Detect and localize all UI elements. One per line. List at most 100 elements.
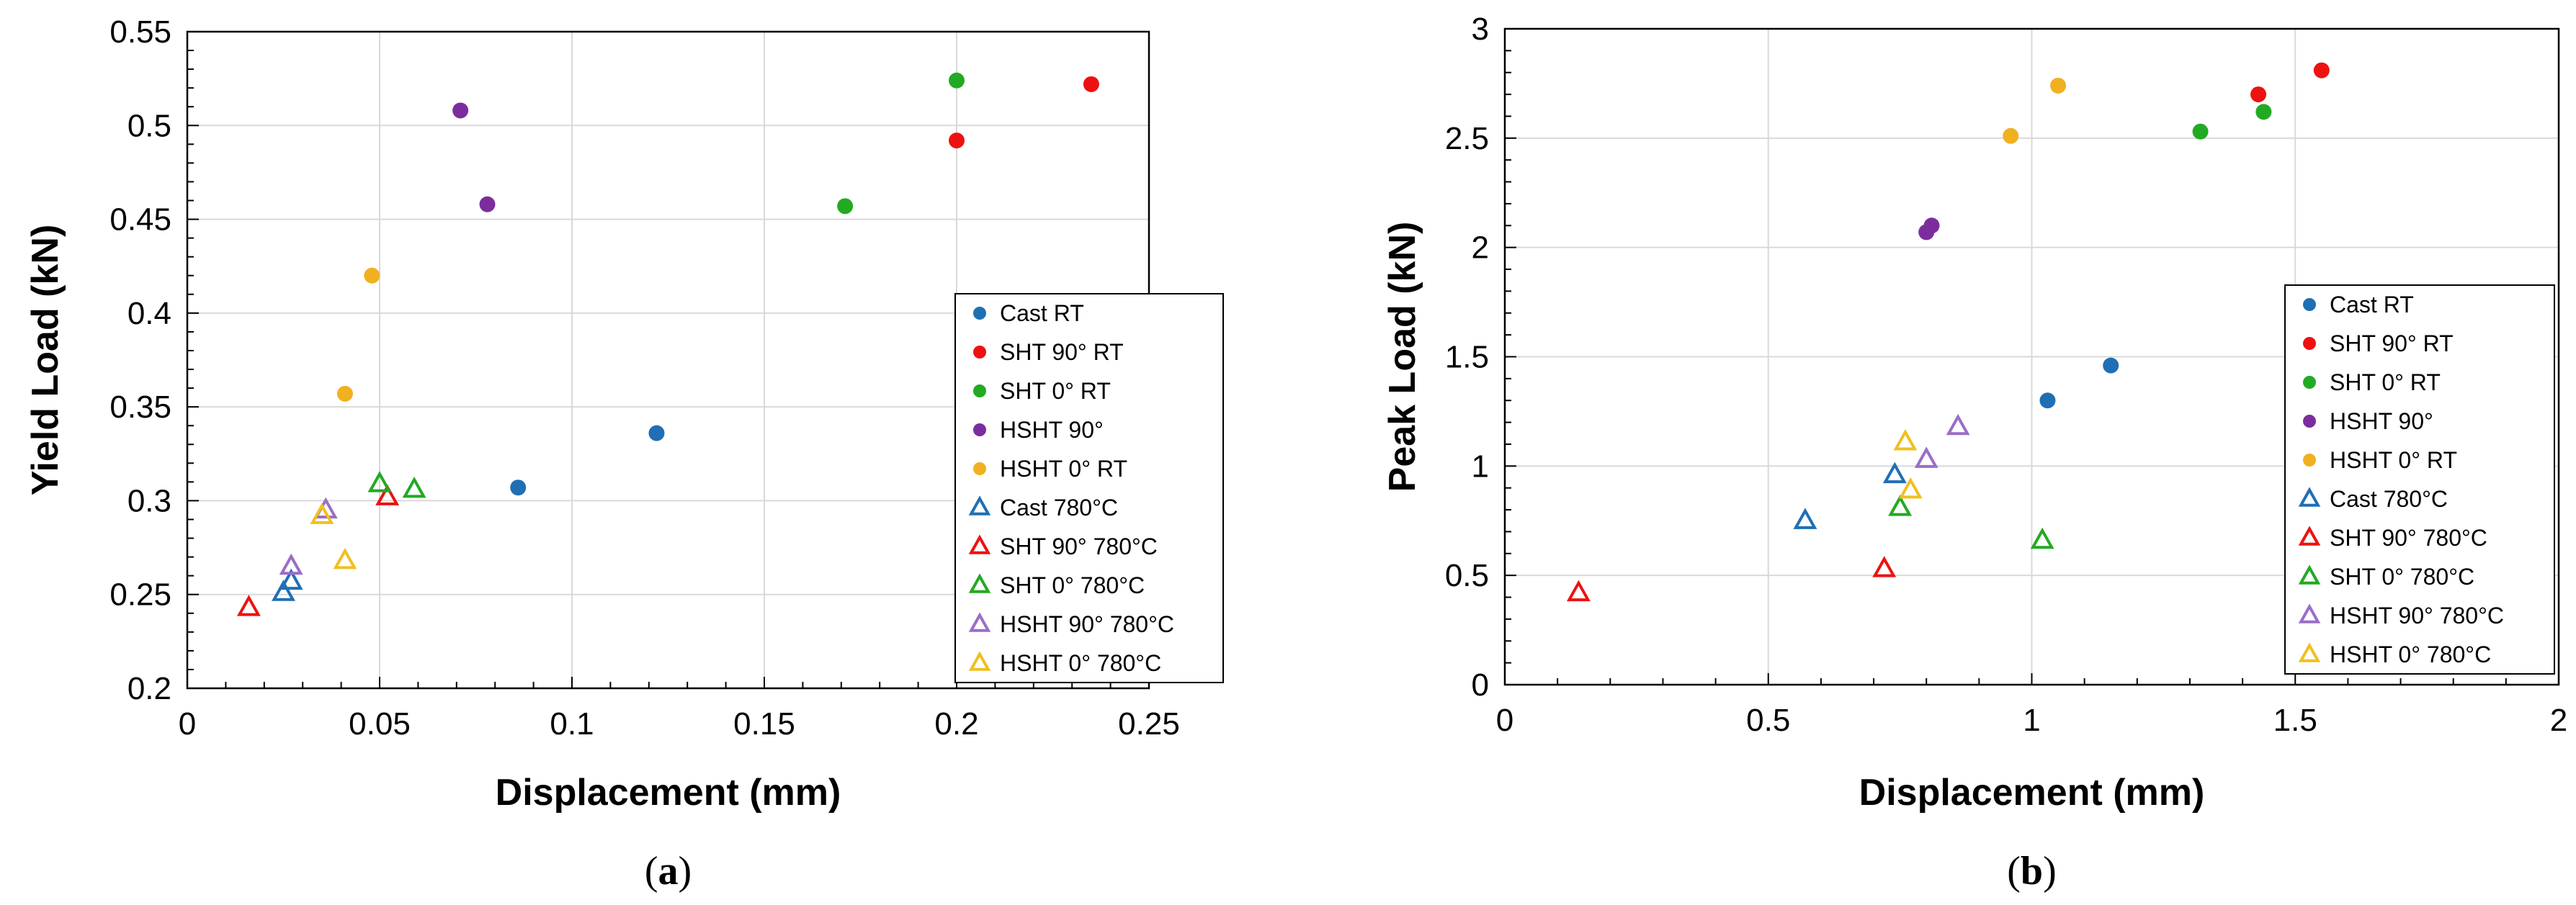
legend-label: HSHT 90° 780°C [1000,611,1174,637]
y-tick-label: 0 [1472,667,1489,703]
data-point [949,72,965,89]
data-point [236,595,261,616]
y-tick-label: 0.5 [128,108,171,143]
chart-panel-b: 0 0.5 1 1.5 2 0 0.5 1 1.5 2 2.5 3 Displacement (mm) P… [1382,12,2567,893]
data-point [279,553,303,575]
legend-label: HSHT 0° RT [2330,447,2457,473]
y-tick-label: 0.5 [1445,558,1489,593]
series-6 [236,484,400,616]
legend-marker [968,651,991,671]
legend-label: Cast RT [2330,292,2414,318]
data-point [479,196,496,212]
legend-marker [2303,298,2316,311]
legend-marker [2303,415,2316,428]
series-9 [1893,429,1923,499]
series-8 [279,497,338,575]
legend-marker [2298,487,2321,507]
y-tick-label: 0.35 [109,390,171,425]
legend-marker [968,612,991,632]
data-point [2250,86,2267,103]
legend-label: SHT 90° 780°C [2330,525,2487,551]
legend-box [954,293,1224,683]
data-point [648,425,665,441]
legend-label: SHT 90° RT [1000,339,1124,365]
legend-marker [968,495,991,515]
legend-marker [2298,642,2321,662]
data-point [2039,392,2056,409]
data-point [1898,477,1923,499]
legend-label: SHT 0° 780°C [2330,564,2474,590]
data-point [452,102,469,119]
data-point [2255,104,2272,120]
series-7 [1888,495,2054,549]
y-tick-label: 1 [1472,449,1489,484]
y-tick-label: 0.3 [128,483,171,518]
data-point [1566,580,1591,602]
series-4 [2003,77,2067,144]
legend: Cast RT SHT 90° RT SHT 0° RT HSHT 90° HSHT 0… [2284,284,2555,675]
legend-box [2284,284,2555,675]
data-point [402,476,426,498]
legend-marker [973,307,986,320]
y-tick-label: 1.5 [1445,340,1489,375]
legend-label: HSHT 0° 780°C [2330,641,2491,667]
panel-label: (b) [2007,849,2056,893]
x-tick-label: 0.2 [934,706,978,742]
x-axis-title: Displacement (mm) [496,772,841,814]
y-tick-label: 3 [1472,12,1489,47]
legend-marker [2303,376,2316,389]
legend-marker [973,462,986,475]
series-2 [837,72,965,215]
series-0 [2039,357,2119,409]
legend-marker [973,384,986,397]
y-tick-label: 0.55 [109,14,171,50]
x-tick-label: 0.5 [1746,703,1790,738]
legend-marker [2298,603,2321,623]
legend-marker [968,534,991,554]
y-tick-label: 0.4 [128,296,171,331]
legend-marker [2303,337,2316,350]
series-1 [949,76,1099,149]
data-point [1914,446,1938,468]
series-4 [336,267,380,402]
data-point [1888,495,1913,516]
series-6 [1566,556,1897,602]
legend-label: SHT 0° RT [2330,369,2441,395]
data-point [510,479,527,496]
data-point [1872,556,1897,577]
series-7 [367,471,426,498]
legend-marker [973,346,986,359]
y-tick-label: 0.2 [128,671,171,706]
data-point [2313,62,2330,78]
data-point [1793,508,1817,529]
series-2 [2192,104,2272,140]
legend-label: SHT 0° 780°C [1000,572,1145,598]
data-point [1083,76,1099,92]
x-tick-label: 0.15 [733,706,795,742]
data-point [336,385,353,402]
x-tick-label: 1 [2023,703,2040,738]
legend: Cast RT SHT 90° RT SHT 0° RT HSHT 90° HSHT 0… [954,293,1224,683]
legend-label: Cast RT [1000,300,1084,326]
plot-frame [1503,27,2560,686]
legend-label: HSHT 90° [1000,417,1104,443]
legend-label: HSHT 0° RT [1000,456,1127,482]
data-point [2103,357,2119,374]
series-3 [1918,217,1940,240]
x-tick-label: 0.05 [349,706,411,742]
data-point [2030,527,2054,549]
series-5 [272,568,303,601]
legend-marker [2298,526,2321,546]
data-point [364,267,380,284]
data-point [279,568,303,590]
x-axis-title: Displacement (mm) [1859,772,2205,814]
data-point [1882,461,1907,484]
y-tick-label: 2.5 [1445,121,1489,156]
chart-panel-a: 0 0.05 0.1 0.15 0.2 0.25 0.2 0.25 0.3 0.35 0.4 0.45… [24,14,1224,893]
x-tick-label: 1.5 [2273,703,2317,738]
y-tick-label: 0.45 [109,202,171,238]
y-axis-title: Yield Load (kN) [24,225,66,496]
legend-label: Cast 780°C [1000,495,1118,521]
legend-marker [973,423,986,436]
